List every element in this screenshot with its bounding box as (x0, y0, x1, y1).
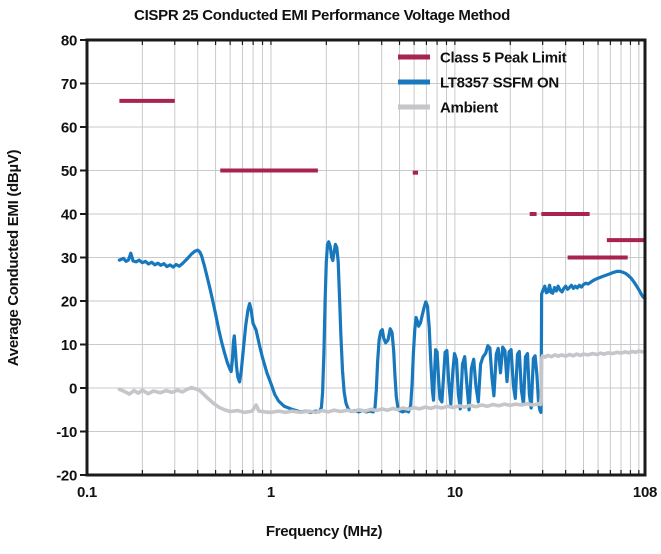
y-tick-label: 30 (61, 250, 77, 267)
chart-title: CISPR 25 Conducted EMI Performance Volta… (134, 7, 510, 24)
x-tick-labels: 0.1 1 10 108 (77, 484, 657, 501)
x-tick-label: 108 (633, 484, 657, 501)
x-tick-label: 0.1 (77, 484, 97, 501)
x-tick-label: 10 (447, 484, 463, 501)
y-tick-label: 60 (61, 120, 77, 137)
series-ssfm (117, 240, 647, 414)
y-tick-label: 0 (69, 381, 77, 398)
y-tick-label: 10 (61, 337, 77, 354)
legend-label: Ambient (440, 100, 498, 117)
y-tick-labels: 80 70 60 50 40 30 20 10 0 -10 -20 (56, 33, 77, 485)
series-traces (117, 240, 647, 415)
y-tick-label: 20 (61, 294, 77, 311)
y-tick-label: 50 (61, 163, 77, 180)
series-ambient (117, 349, 647, 415)
class5-peak-limit-segments (119, 98, 645, 260)
y-tick-label: -20 (56, 468, 77, 485)
plot-frame (85, 38, 647, 477)
legend-label: LT8357 SSFM ON (440, 75, 559, 92)
gridlines (87, 40, 645, 475)
legend-label: Class 5 Peak Limit (440, 50, 567, 67)
y-tick-label: 40 (61, 207, 77, 224)
y-tick-label: 80 (61, 33, 77, 50)
y-tick-label: 70 (61, 76, 77, 93)
y-tick-label: -10 (56, 424, 77, 441)
x-tick-label: 1 (267, 484, 275, 501)
y-axis-title: Average Conducted EMI (dBµV) (5, 150, 22, 367)
x-axis-title: Frequency (MHz) (266, 523, 383, 540)
legend: Class 5 Peak Limit LT8357 SSFM ON Ambient (398, 50, 567, 117)
